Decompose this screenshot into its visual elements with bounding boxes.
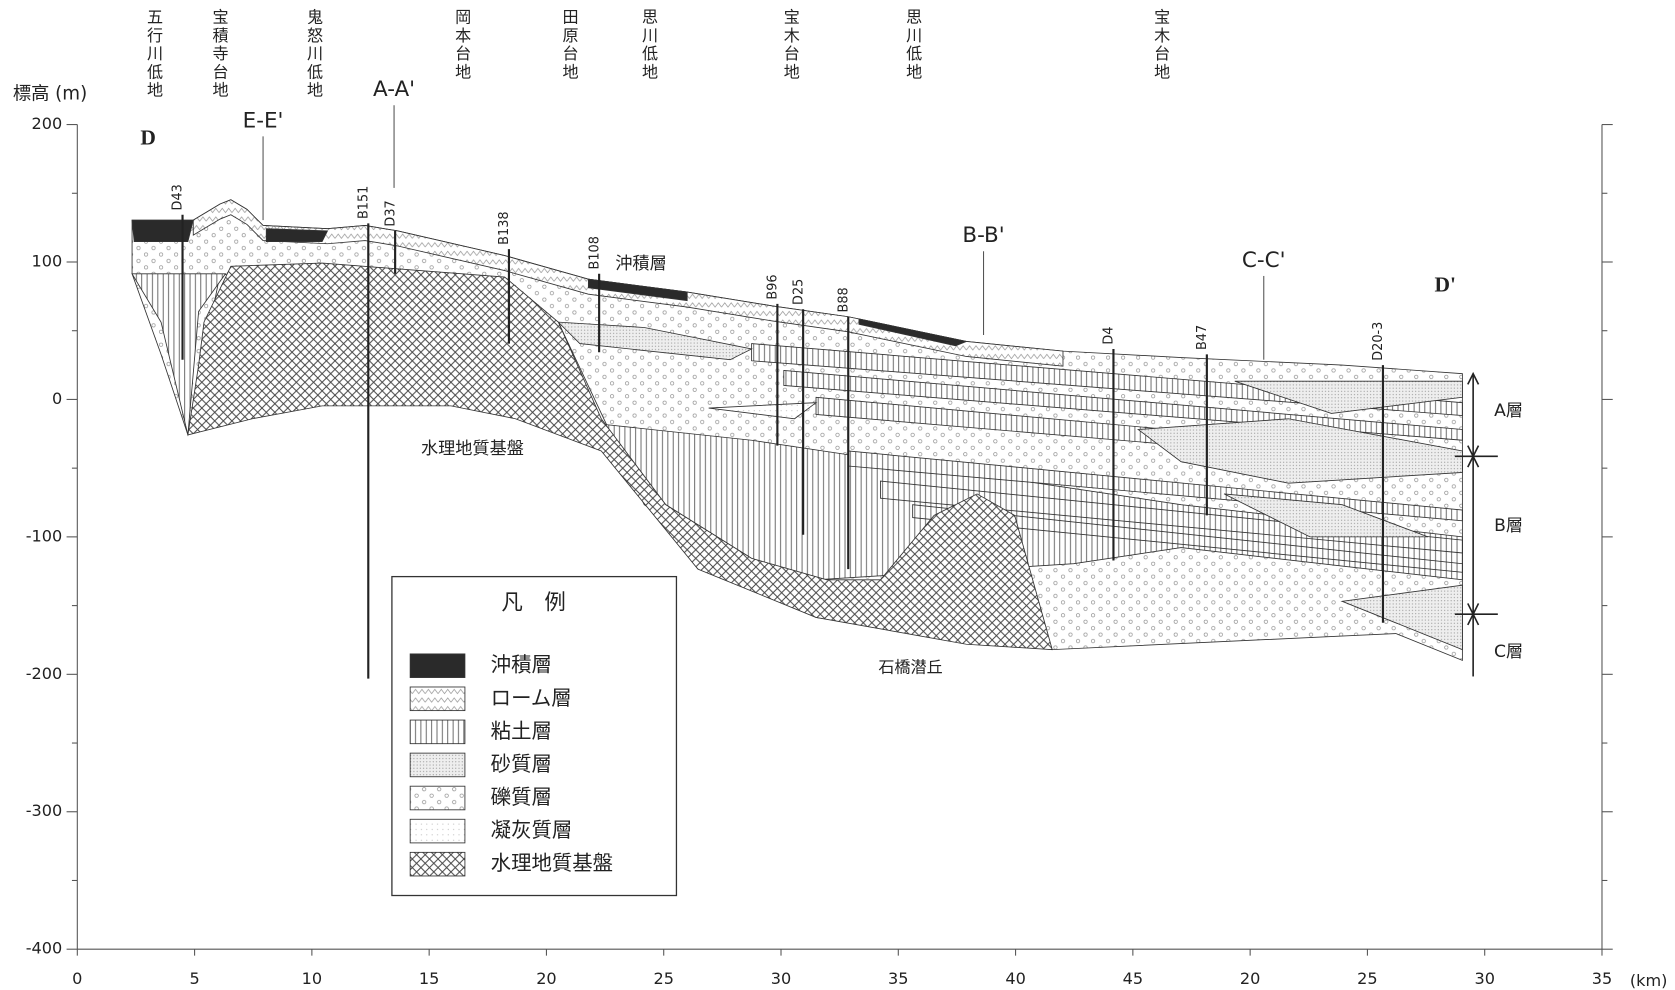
- place-label: 思川低地: [639, 9, 658, 82]
- clay-left: [131, 273, 227, 435]
- legend-title: 凡 例: [501, 590, 565, 615]
- annotation: 石橋潜丘: [878, 657, 942, 676]
- legend-swatch: [409, 752, 466, 778]
- x-axis-unit: (km): [1630, 971, 1668, 990]
- place-label: 鬼怒川低地: [304, 9, 323, 100]
- legend-label: ローム層: [491, 686, 572, 710]
- legend-swatch: [409, 719, 466, 745]
- y-axis-label: 標高 (m): [13, 83, 87, 104]
- legend-label: 粘土層: [491, 719, 552, 743]
- section-label: A-A': [373, 77, 415, 102]
- borehole-label: B47: [1195, 325, 1210, 350]
- x-tick-label: 30: [1474, 969, 1494, 988]
- x-tick-label: 35: [888, 969, 908, 988]
- alluvium: [587, 278, 688, 302]
- legend-swatch: [409, 851, 466, 877]
- borehole-label: B138: [497, 211, 512, 244]
- place-label: 五行川低地: [144, 9, 163, 100]
- sand-lens: [557, 321, 753, 361]
- x-tick-label: 15: [419, 969, 439, 988]
- place-label: 宝木台地: [1151, 9, 1170, 82]
- sand-lens: [1340, 584, 1463, 651]
- legend-label: 凝灰質層: [491, 818, 573, 842]
- place-label: 岡本台地: [452, 9, 471, 82]
- legend-swatch: [409, 653, 466, 678]
- annotation: 沖積層: [615, 254, 666, 274]
- borehole-label: D25: [791, 279, 806, 305]
- x-tick-label: 20: [536, 969, 556, 988]
- bedrock: [187, 262, 1053, 651]
- section-label: E-E': [243, 108, 284, 133]
- unit-label: C層: [1494, 642, 1523, 662]
- y-tick-label: -100: [26, 526, 63, 545]
- x-tick-label: 25: [653, 969, 673, 988]
- x-tick-label: 35: [1592, 969, 1612, 988]
- x-tick-label: 40: [1005, 969, 1025, 988]
- legend-label: 沖積層: [491, 653, 552, 677]
- x-tick-label: 45: [1123, 969, 1143, 988]
- borehole-label: D43: [171, 184, 186, 210]
- x-tick-label: 10: [302, 969, 322, 988]
- section-label: C-C': [1242, 248, 1286, 273]
- legend-label: 礫質層: [491, 785, 552, 809]
- borehole-label: D37: [383, 200, 398, 226]
- sand-lens: [1234, 380, 1463, 414]
- y-tick-label: -300: [26, 801, 63, 820]
- end-label: D: [140, 126, 156, 150]
- borehole-label: B151: [356, 186, 371, 219]
- x-tick-label: 25: [1357, 969, 1377, 988]
- borehole-label: B96: [766, 274, 781, 299]
- annotations: 標高 (m) 200 100 0 -100 -200 -300 -400 0 5 10 15 20 25 3…: [13, 9, 1668, 990]
- alluvium: [858, 318, 968, 347]
- legend-label: 砂質層: [491, 752, 552, 776]
- arrow-head: [1467, 371, 1480, 385]
- borehole-label: D4: [1102, 327, 1117, 345]
- y-tick-label: 100: [32, 251, 63, 270]
- geology: [131, 199, 1463, 661]
- place-label: 田原台地: [560, 9, 579, 82]
- alluvium: [265, 228, 329, 243]
- legend-swatch: [409, 818, 466, 844]
- y-tick-label: 0: [52, 389, 62, 408]
- end-label: D': [1434, 273, 1455, 297]
- x-tick-label: 30: [771, 969, 791, 988]
- y-tick-label: 200: [32, 114, 63, 133]
- clay-strip: [912, 504, 1463, 573]
- place-label: 宝積寺台地: [210, 9, 229, 100]
- legend-swatch: [409, 686, 466, 712]
- alluvium: [131, 219, 194, 243]
- borehole-label: B108: [587, 236, 602, 269]
- legend-label: 水理地質基盤: [491, 851, 613, 875]
- tuff-lens: [708, 402, 818, 420]
- unit-label: A層: [1494, 401, 1523, 421]
- x-tick-label: 5: [189, 969, 199, 988]
- legend-swatch: [409, 785, 466, 811]
- y-tick-label: -200: [26, 664, 63, 683]
- place-label: 思川低地: [903, 9, 922, 82]
- section-label: B-B': [962, 223, 1004, 248]
- x-tick-label: 0: [72, 969, 82, 988]
- borehole-label: B88: [836, 287, 851, 312]
- borehole-label: D20-3: [1371, 322, 1386, 361]
- unit-label: B層: [1494, 516, 1523, 536]
- sand-lens: [1136, 418, 1463, 484]
- place-label: 宝木台地: [781, 9, 800, 82]
- loam-cover: [192, 199, 1064, 367]
- annotation: 水理地質基盤: [421, 439, 524, 459]
- sand-lens: [1223, 493, 1429, 538]
- y-tick-label: -400: [26, 939, 63, 958]
- x-tick-label: 20: [1240, 969, 1260, 988]
